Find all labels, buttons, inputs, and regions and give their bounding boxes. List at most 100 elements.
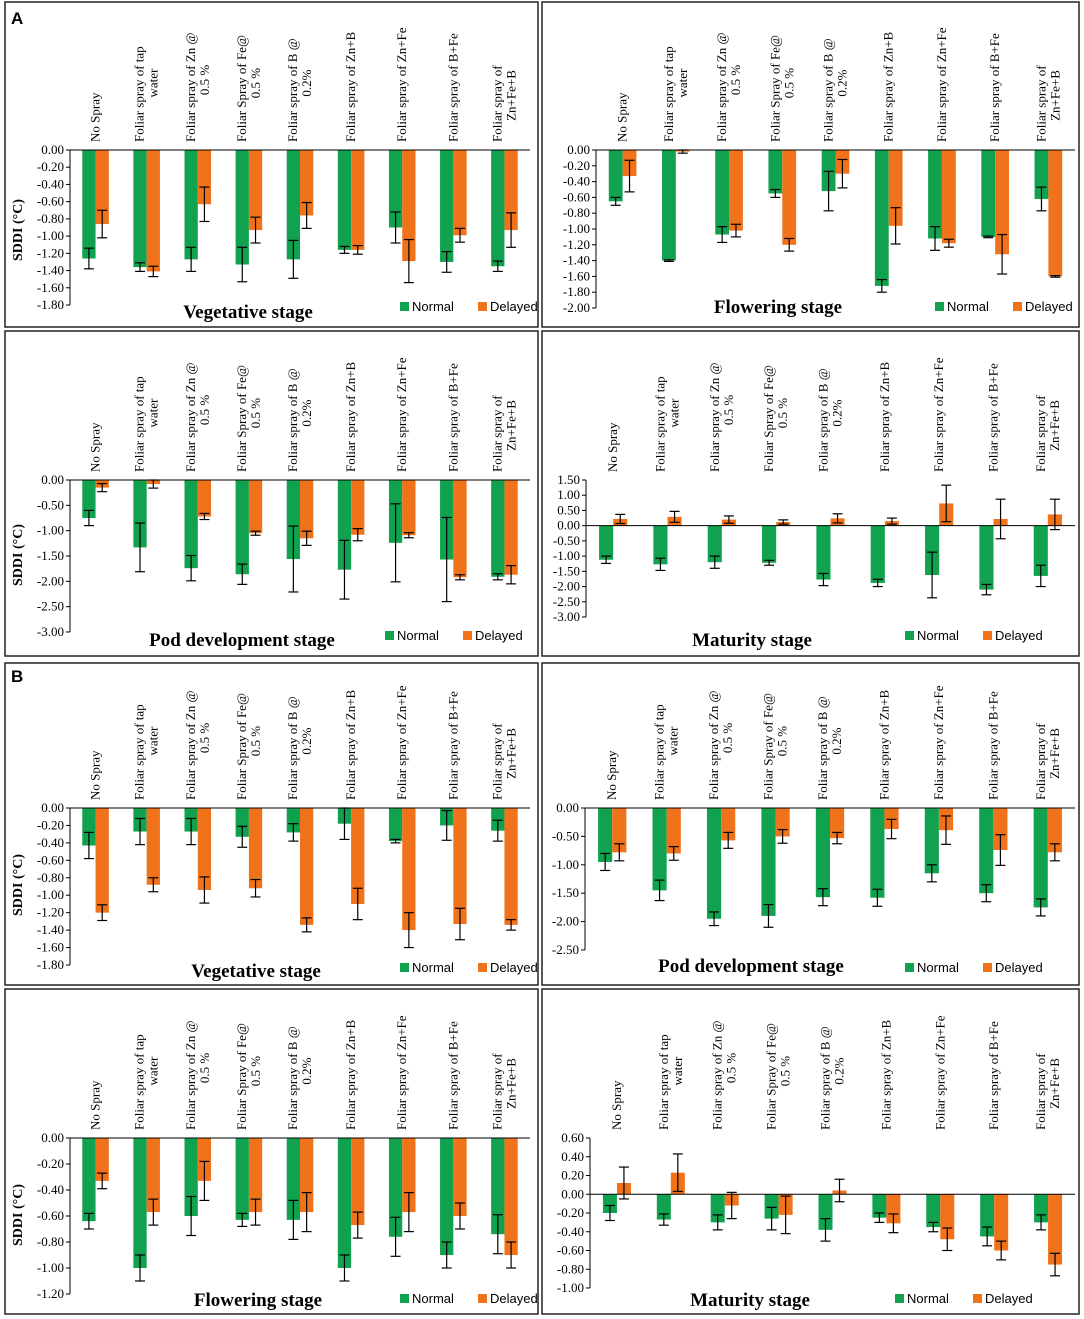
bar-normal (926, 1194, 941, 1228)
category-label: No Spray (604, 750, 619, 800)
category-label: Foliar spray of Zn+Fe (932, 1015, 947, 1130)
legend-label-delayed: Delayed (490, 299, 538, 314)
y-tick-label: -0.80 (563, 205, 590, 220)
legend-swatch-delayed (983, 631, 992, 640)
category-label: Foliar spray of B+Fe (445, 363, 460, 472)
bar-normal (133, 150, 147, 268)
figure-label-b: B (11, 667, 23, 686)
bar-delayed (146, 150, 160, 272)
category-label: No Spray (615, 92, 630, 142)
category-label: 0.5 % (728, 65, 743, 96)
category-label: Zn+Fe+B (503, 400, 518, 451)
panel-frame (541, 330, 1080, 657)
bar-normal (874, 150, 889, 286)
category-label: 0.2% (299, 69, 314, 96)
category-label: Foliar spray of Zn+B (878, 1019, 893, 1130)
bar-delayed (729, 150, 743, 231)
bar-delayed (612, 808, 627, 853)
category-label: 0.2% (299, 399, 314, 426)
bar-delayed (453, 808, 467, 925)
legend-swatch-delayed (478, 1294, 487, 1303)
bar-delayed (402, 808, 416, 931)
y-tick-label: -1.50 (553, 563, 580, 578)
legend-label-normal: Normal (412, 960, 454, 975)
category-label: Foliar spray of (1033, 723, 1048, 800)
category-label: Foliar spray of (1033, 1053, 1048, 1130)
legend-swatch-delayed (478, 963, 487, 972)
bar-normal (761, 808, 776, 916)
category-label: Foliar spray of B @ (821, 38, 836, 142)
bar-delayed (300, 150, 314, 216)
y-tick-label: -1.00 (37, 887, 64, 902)
y-tick-label: -0.40 (37, 1182, 64, 1197)
bar-normal (980, 1194, 995, 1237)
chart-panel-2: 0.00-0.20-0.40-0.60-0.80-1.00-1.20-1.40-… (541, 1, 1080, 328)
category-label: 0.5 % (778, 1056, 793, 1087)
category-label: Foliar spray of B+Fe (445, 1021, 460, 1130)
bar-delayed (402, 150, 416, 262)
category-label: 0.5 % (720, 723, 735, 754)
y-tick-label: -0.60 (557, 1243, 584, 1258)
bar-normal (706, 808, 722, 919)
chart-panel-6: 0.00 -0.50 -1.00 -1.50 -2.00 -2.50 No Spray Fol… (541, 662, 1080, 986)
bar-delayed (666, 808, 681, 854)
legend-swatch-normal (905, 963, 914, 972)
legend-label-delayed: Delayed (985, 1291, 1033, 1306)
category-label: Foliar spray of Zn+Fe (931, 685, 946, 800)
bar-delayed (95, 808, 109, 913)
bar-delayed (504, 1138, 518, 1255)
y-tick-label: -2.00 (553, 579, 580, 594)
category-label: Zn+Fe+B (1047, 1058, 1062, 1109)
category-label: No Spray (88, 422, 103, 472)
category-label: Foliar spray of B+Fe (986, 363, 1001, 472)
category-label: 0.2% (299, 1057, 314, 1084)
legend-swatch-normal (400, 1294, 409, 1303)
bar-delayed (453, 150, 467, 236)
bar-normal (82, 150, 96, 259)
y-tick-label: -0.40 (37, 176, 64, 191)
category-label: 0.5 % (197, 395, 212, 426)
category-label: 0.5 % (781, 68, 796, 99)
bar-normal (491, 1138, 505, 1235)
bar-normal (286, 1138, 300, 1220)
bar-normal (388, 1138, 403, 1237)
category-label: Foliar spray of tap (132, 1034, 147, 1130)
bar-normal (715, 150, 730, 235)
bar-delayed (504, 150, 518, 231)
legend-swatch-delayed (983, 963, 992, 972)
bar-normal (491, 150, 505, 267)
bar-delayed (351, 808, 365, 904)
y-tick-label: 1.00 (557, 487, 580, 502)
legend-label-delayed: Delayed (995, 628, 1043, 643)
legend-swatch-delayed (463, 631, 472, 640)
y-tick-label: 0.00 (41, 472, 64, 487)
category-label: Foliar spray of tap (652, 704, 667, 800)
category-label: Foliar Spray of Fe@ (767, 35, 782, 142)
bar-delayed (1048, 150, 1063, 277)
category-label: Foliar spray of B @ (818, 1026, 833, 1130)
category-label: water (146, 726, 161, 756)
chart-title: Maturity stage (690, 1290, 810, 1311)
bar-normal (816, 525, 831, 580)
category-label: Foliar spray of (1033, 395, 1048, 472)
bar-normal (925, 525, 940, 575)
y-tick-label: -1.00 (37, 523, 64, 538)
y-tick-label: -1.00 (553, 548, 580, 563)
category-label: Foliar spray of B @ (815, 696, 830, 800)
chart-panel-1: 0.00 -0.20 -0.40 -0.60 -0.80 -1.00 -1.20 -1.40 -… (4, 1, 539, 328)
category-label: 0.5 % (724, 1053, 739, 1084)
bar-delayed (146, 808, 160, 885)
y-tick-label: 0.00 (556, 800, 579, 815)
bar-normal (870, 525, 885, 583)
bar-normal (235, 808, 249, 837)
legend-swatch-normal (905, 631, 914, 640)
y-tick-label: -3.00 (553, 609, 580, 624)
legend-label-delayed: Delayed (995, 960, 1043, 975)
y-tick-label: -0.60 (37, 1208, 64, 1223)
category-label: water (146, 68, 161, 98)
bar-delayed (402, 1138, 416, 1213)
bar-delayed (197, 808, 212, 890)
chart-panel-5: 0.00 -0.20 -0.40 -0.60 -0.80 -1.00 -1.20 -1.40 -… (4, 662, 539, 986)
bar-normal (661, 150, 676, 261)
y-tick-label: -3.00 (37, 624, 64, 639)
